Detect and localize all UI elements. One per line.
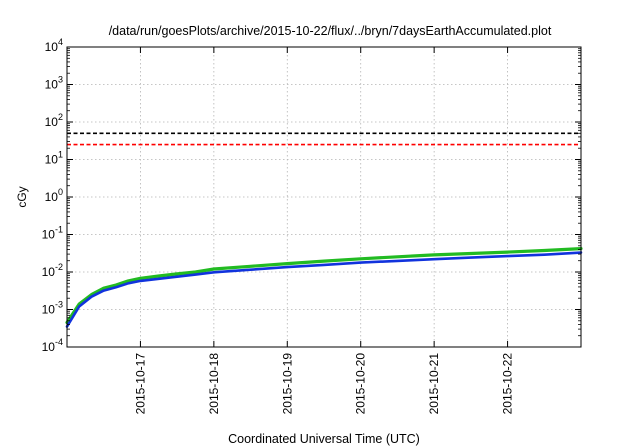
y-tick-label: 10-4 (42, 337, 63, 354)
y-tick-base: 10 (42, 340, 56, 354)
y-tick-label: 100 (45, 187, 63, 204)
y-tick-label: 10-2 (42, 262, 63, 279)
x-tick-label: 2015-10-20 (354, 353, 368, 415)
y-tick-base: 10 (45, 78, 59, 92)
y-tick-exponent: -4 (55, 337, 63, 347)
y-tick-exponent: 2 (58, 112, 63, 122)
y-tick-base: 10 (42, 303, 56, 317)
y-tick-base: 10 (42, 228, 56, 242)
y-tick-exponent: 3 (58, 75, 63, 85)
y-tick-base: 10 (45, 153, 59, 167)
x-axis-label: Coordinated Universal Time (UTC) (228, 432, 420, 446)
x-tick-label: 2015-10-22 (501, 353, 515, 415)
y-tick-label: 103 (45, 75, 63, 92)
y-tick-base: 10 (45, 40, 59, 54)
y-tick-exponent: 1 (58, 150, 63, 160)
x-tick-label: 2015-10-21 (427, 353, 441, 415)
series-line-2 (65, 251, 583, 328)
y-tick-base: 10 (45, 115, 59, 129)
y-tick-base: 10 (42, 265, 56, 279)
x-tick-label: 2015-10-17 (133, 353, 147, 415)
series-line-1 (65, 247, 583, 325)
y-axis-label: cGy (15, 186, 29, 207)
y-tick-exponent: 4 (58, 37, 63, 47)
plot-frame (66, 46, 582, 348)
y-tick-label: 10-3 (42, 300, 63, 317)
y-tick-exponent: -3 (55, 300, 63, 310)
y-tick-label: 10-1 (42, 225, 63, 242)
grid (67, 47, 581, 347)
y-tick-label: 102 (45, 112, 63, 129)
y-tick-label: 104 (45, 37, 63, 54)
reference-lines (67, 132, 581, 146)
y-tick-label: 101 (45, 150, 63, 167)
y-tick-exponent: -2 (55, 262, 63, 272)
x-tick-label: 2015-10-19 (280, 353, 294, 415)
y-tick-exponent: -1 (55, 225, 63, 235)
y-tick-base: 10 (45, 190, 59, 204)
series-lines (65, 247, 583, 328)
axis-ticks: 10-410-310-210-11001011021031042015-10-1… (42, 37, 581, 414)
chart-title: /data/run/goesPlots/archive/2015-10-22/f… (109, 24, 552, 38)
y-tick-exponent: 0 (58, 187, 63, 197)
x-tick-label: 2015-10-18 (207, 353, 221, 415)
